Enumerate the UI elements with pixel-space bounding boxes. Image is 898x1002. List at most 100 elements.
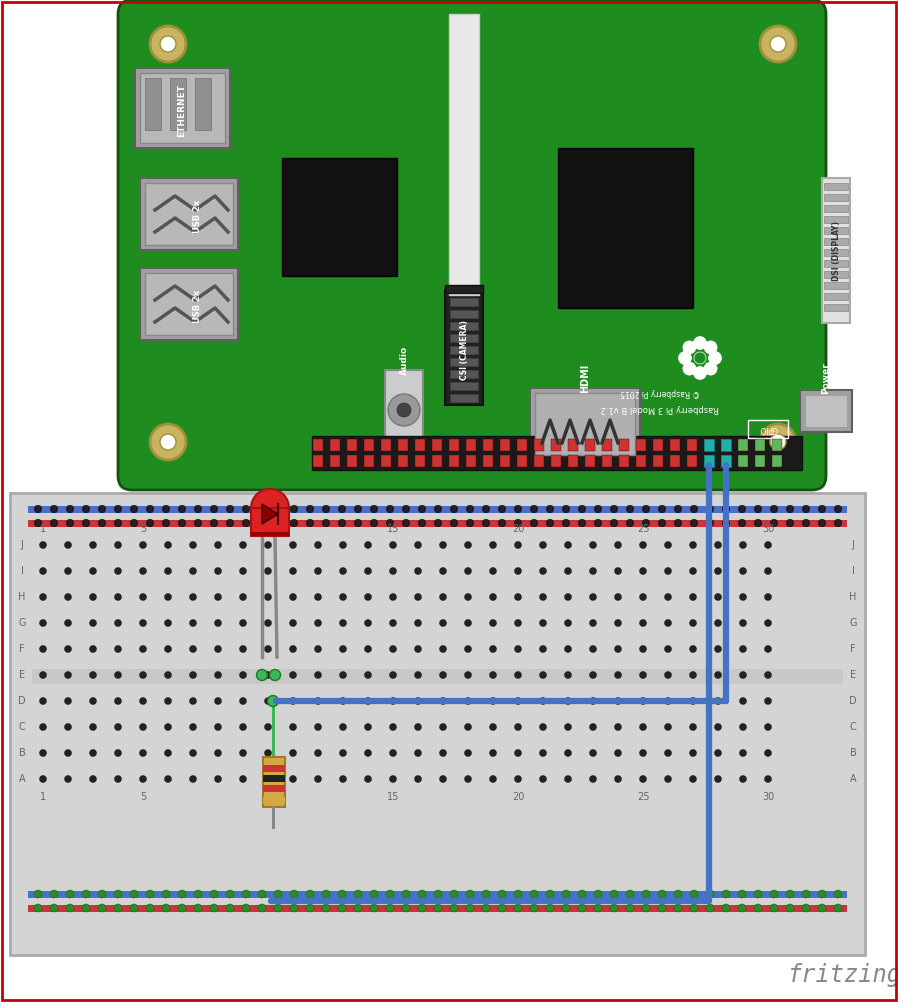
Circle shape xyxy=(290,890,298,898)
Circle shape xyxy=(715,645,721,652)
Circle shape xyxy=(802,890,810,898)
Circle shape xyxy=(339,593,347,600)
Circle shape xyxy=(390,541,397,548)
Bar xyxy=(450,310,478,318)
Bar xyxy=(824,216,848,223)
Circle shape xyxy=(754,904,762,912)
Bar xyxy=(822,178,850,323)
Circle shape xyxy=(314,567,321,574)
Circle shape xyxy=(164,723,172,730)
Circle shape xyxy=(402,890,410,898)
Circle shape xyxy=(365,619,372,626)
Circle shape xyxy=(289,645,296,652)
Circle shape xyxy=(274,904,282,912)
Circle shape xyxy=(466,890,474,898)
Circle shape xyxy=(82,890,90,898)
Circle shape xyxy=(639,541,647,548)
Circle shape xyxy=(164,567,172,574)
Bar xyxy=(824,293,848,300)
Bar xyxy=(450,382,478,390)
Circle shape xyxy=(439,671,446,678)
Circle shape xyxy=(415,749,421,757)
Circle shape xyxy=(786,890,794,898)
Circle shape xyxy=(40,776,47,783)
Circle shape xyxy=(65,697,72,704)
Circle shape xyxy=(787,519,794,527)
Circle shape xyxy=(215,567,222,574)
Circle shape xyxy=(739,697,746,704)
Bar xyxy=(585,455,595,467)
Bar xyxy=(32,669,843,684)
Circle shape xyxy=(289,749,296,757)
Circle shape xyxy=(589,671,596,678)
Circle shape xyxy=(130,505,137,513)
Circle shape xyxy=(489,776,497,783)
Circle shape xyxy=(34,904,42,912)
Circle shape xyxy=(306,890,314,898)
Circle shape xyxy=(339,567,347,574)
Circle shape xyxy=(265,541,271,548)
Circle shape xyxy=(515,645,522,652)
Circle shape xyxy=(189,593,197,600)
Circle shape xyxy=(690,697,697,704)
Circle shape xyxy=(435,519,442,527)
Circle shape xyxy=(82,904,90,912)
Circle shape xyxy=(706,519,714,527)
Circle shape xyxy=(146,505,154,513)
Bar xyxy=(398,455,408,467)
Circle shape xyxy=(515,723,522,730)
Bar xyxy=(602,455,612,467)
Circle shape xyxy=(50,519,57,527)
Circle shape xyxy=(787,505,794,513)
Circle shape xyxy=(764,645,771,652)
Circle shape xyxy=(98,890,106,898)
Circle shape xyxy=(515,505,522,513)
Circle shape xyxy=(322,519,330,527)
Circle shape xyxy=(482,505,489,513)
Circle shape xyxy=(390,593,397,600)
Circle shape xyxy=(259,505,266,513)
Circle shape xyxy=(114,904,122,912)
Circle shape xyxy=(764,697,771,704)
Circle shape xyxy=(614,619,621,626)
Circle shape xyxy=(34,505,42,513)
Circle shape xyxy=(290,505,298,513)
Circle shape xyxy=(834,904,842,912)
Circle shape xyxy=(189,723,197,730)
Bar xyxy=(170,78,186,130)
Circle shape xyxy=(639,645,647,652)
Circle shape xyxy=(226,519,233,527)
Circle shape xyxy=(338,890,346,898)
Circle shape xyxy=(489,541,497,548)
Circle shape xyxy=(115,567,121,574)
Bar xyxy=(824,282,848,289)
Text: USB 2x: USB 2x xyxy=(192,199,201,232)
Circle shape xyxy=(415,671,421,678)
Circle shape xyxy=(722,519,730,527)
Circle shape xyxy=(139,619,146,626)
Circle shape xyxy=(90,697,96,704)
Text: CSI (CAMERA): CSI (CAMERA) xyxy=(460,320,469,380)
Circle shape xyxy=(265,723,271,730)
Circle shape xyxy=(365,723,372,730)
Circle shape xyxy=(265,697,271,704)
Circle shape xyxy=(40,567,47,574)
Circle shape xyxy=(614,593,621,600)
Circle shape xyxy=(115,776,121,783)
Circle shape xyxy=(390,749,397,757)
Circle shape xyxy=(715,697,721,704)
Circle shape xyxy=(665,619,672,626)
Circle shape xyxy=(715,619,721,626)
Circle shape xyxy=(818,904,826,912)
Circle shape xyxy=(450,519,458,527)
Circle shape xyxy=(50,904,58,912)
Circle shape xyxy=(189,776,197,783)
Circle shape xyxy=(114,519,122,527)
Circle shape xyxy=(464,671,471,678)
Bar xyxy=(140,73,225,143)
Bar xyxy=(670,455,680,467)
Circle shape xyxy=(715,671,721,678)
Circle shape xyxy=(760,26,796,62)
Circle shape xyxy=(738,890,746,898)
Circle shape xyxy=(489,593,497,600)
